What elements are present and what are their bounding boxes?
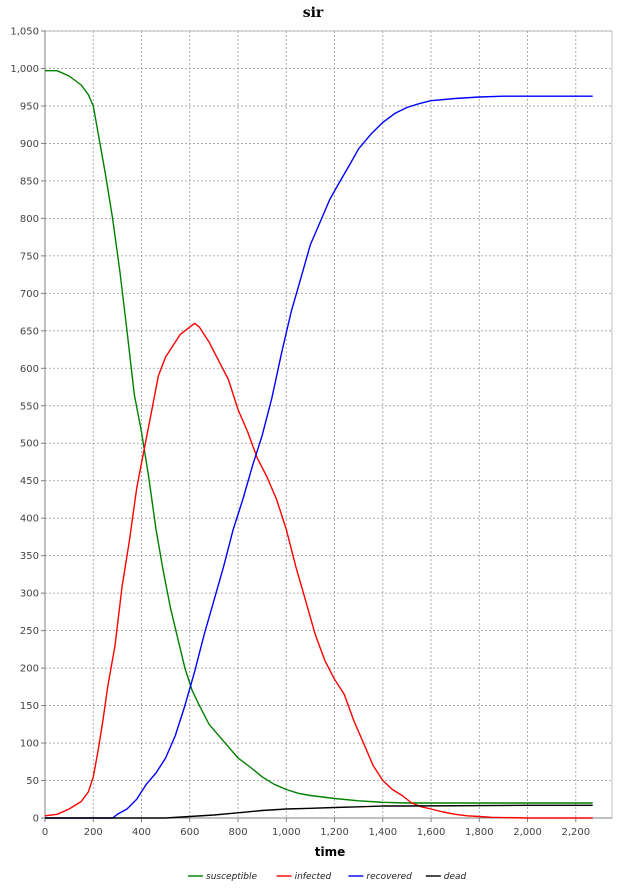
y-tick-label: 700 xyxy=(20,289,39,300)
series-line-susceptible xyxy=(45,70,593,804)
x-tick-label: 1,600 xyxy=(417,827,446,838)
chart-title: sir xyxy=(303,5,324,21)
x-tick-label: 400 xyxy=(132,827,151,838)
x-tick-label: 200 xyxy=(84,827,103,838)
y-tick-label: 750 xyxy=(20,251,39,262)
x-tick-label: 1,000 xyxy=(272,827,301,838)
x-tick-label: 1,800 xyxy=(465,827,494,838)
x-tick-label: 2,000 xyxy=(513,827,542,838)
y-tick-label: 550 xyxy=(20,401,39,412)
y-tick-label: 250 xyxy=(20,626,39,637)
y-tick-label: 450 xyxy=(20,476,39,487)
x-tick-label: 1,400 xyxy=(368,827,397,838)
x-tick-label: 600 xyxy=(180,827,199,838)
y-tick-label: 1,050 xyxy=(10,27,39,38)
series-line-recovered xyxy=(45,95,593,819)
y-tick-label: 300 xyxy=(20,589,39,600)
x-tick-label: 2,200 xyxy=(561,827,590,838)
y-tick-label: 100 xyxy=(20,739,39,750)
y-tick-label: 0 xyxy=(33,814,39,825)
y-tick-label: 50 xyxy=(26,776,39,787)
y-tick-label: 600 xyxy=(20,364,39,375)
y-tick-label: 500 xyxy=(20,439,39,450)
y-tick-label: 850 xyxy=(20,176,39,187)
series-line-infected xyxy=(44,322,593,819)
series-line-dead xyxy=(45,804,593,819)
legend-label-dead: dead xyxy=(444,872,467,882)
x-tick-label: 1,200 xyxy=(320,827,349,838)
y-tick-label: 400 xyxy=(20,514,39,525)
grid-lines xyxy=(45,30,612,818)
legend-label-recovered: recovered xyxy=(366,872,412,882)
y-tick-label: 800 xyxy=(20,214,39,225)
y-tick-label: 200 xyxy=(20,664,39,675)
y-tick-label: 650 xyxy=(20,326,39,337)
plot-background xyxy=(44,30,613,819)
series-lines xyxy=(44,70,593,819)
y-tick-label: 150 xyxy=(20,701,39,712)
y-tick-label: 900 xyxy=(20,139,39,150)
legend: susceptible infected recovered dead xyxy=(188,872,467,882)
y-tick-label: 950 xyxy=(20,101,39,112)
y-tick-label: 350 xyxy=(20,551,39,562)
x-tick-label: 800 xyxy=(228,827,247,838)
x-tick-label: 0 xyxy=(42,827,48,838)
plot-area xyxy=(44,30,613,819)
x-axis-label: time xyxy=(315,845,346,859)
legend-label-susceptible: susceptible xyxy=(206,872,258,882)
legend-label-infected: infected xyxy=(295,872,332,882)
y-tick-label: 1,000 xyxy=(10,64,39,75)
